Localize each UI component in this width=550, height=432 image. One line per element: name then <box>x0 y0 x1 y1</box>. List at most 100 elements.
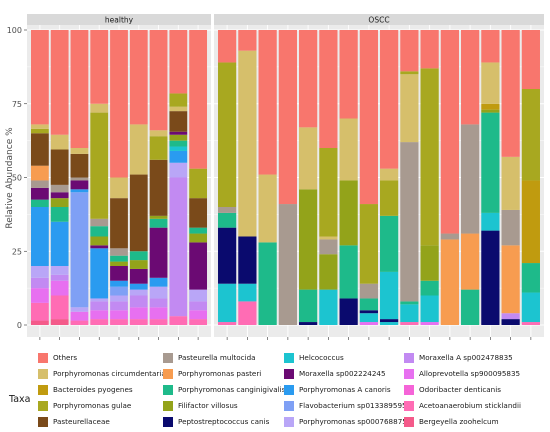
bar-segment <box>149 136 168 160</box>
bar-segment <box>30 207 49 266</box>
bar-segment <box>299 289 318 323</box>
legend-item: Pasteurellaceae <box>38 416 110 427</box>
bar-segment <box>461 289 480 325</box>
bar-segment <box>50 192 69 199</box>
bar-segment <box>110 261 128 266</box>
bar-segment <box>90 112 109 219</box>
bar-segment <box>169 131 188 135</box>
bar-segment <box>380 168 399 181</box>
legend-item: Moraxella A sp002478835 <box>404 352 513 363</box>
legend-label: Bacteroides pyogenes <box>53 385 133 394</box>
bar-segment <box>129 174 148 252</box>
bar-segment <box>129 295 148 308</box>
y-tick-label: 50 <box>12 174 22 183</box>
legend-item: Bergeyella zoohelcum <box>404 416 499 427</box>
bar-segment <box>30 199 49 207</box>
bar-segment <box>400 30 419 72</box>
legend-label: Moraxella sp002224245 <box>299 369 386 378</box>
bar-segment <box>30 288 49 303</box>
bar-segment <box>299 322 318 325</box>
bar-segment <box>420 295 439 323</box>
bar-segment <box>149 307 168 320</box>
bar-segment <box>149 277 168 287</box>
bar-segment <box>440 30 459 234</box>
legend-item: Porphyromonas A canoris <box>284 384 391 395</box>
bar-segment <box>30 30 49 125</box>
facet-strip-healthy <box>27 14 211 25</box>
bar-segment <box>319 236 338 240</box>
legend-label: Others <box>53 353 78 362</box>
bar-segment <box>359 298 378 311</box>
bar-segment <box>189 233 208 243</box>
bar-segment <box>169 150 188 163</box>
bar-segment <box>169 140 188 147</box>
bar-segment <box>420 322 439 325</box>
bar-segment <box>149 215 168 219</box>
legend-swatch <box>163 352 173 363</box>
bar-segment <box>278 204 297 325</box>
legend-swatch <box>404 384 414 395</box>
bar-segment <box>218 207 237 213</box>
legend-swatch <box>404 416 414 427</box>
legend-swatch <box>38 368 48 379</box>
bar-segment <box>50 184 69 193</box>
bar-segment <box>50 207 69 222</box>
bar-segment <box>319 148 338 237</box>
bar-segment <box>50 274 69 281</box>
bar-segment <box>481 212 500 231</box>
bar-segment <box>90 298 109 302</box>
bar-segment <box>30 165 49 181</box>
bar-segment <box>319 254 338 290</box>
legend-item: Others <box>38 352 77 363</box>
bar-segment <box>380 322 399 325</box>
bar-segment <box>238 50 257 237</box>
bar-segment <box>420 245 439 281</box>
y-tick-label: 100 <box>7 26 22 35</box>
legend-swatch <box>284 368 294 379</box>
bar-segment <box>169 93 188 107</box>
legend-item: Moraxella sp002224245 <box>284 368 386 379</box>
bar-segment <box>218 62 237 208</box>
bar-segment <box>50 30 69 135</box>
bar-segment <box>50 221 69 266</box>
bar-segment <box>90 248 109 299</box>
legend-label: Alloprevotella sp900095835 <box>419 369 521 378</box>
bar-segment <box>481 109 500 113</box>
legend-item: Acetoanaerobium sticklandii <box>404 400 521 411</box>
legend-swatch <box>163 384 173 395</box>
bar-segment <box>339 245 358 299</box>
bar-segment <box>70 180 89 190</box>
bar-segment <box>319 289 338 325</box>
bar-segment <box>521 263 540 293</box>
bar-segment <box>380 180 399 216</box>
bar-segment <box>501 319 520 325</box>
bar-segment <box>278 30 297 205</box>
facet-strip-oscc <box>214 14 544 25</box>
bar-segment <box>501 245 520 314</box>
bar-segment <box>440 239 459 325</box>
bar-segment <box>149 227 168 278</box>
bar-segment <box>339 298 358 325</box>
bar-segment <box>501 313 520 320</box>
legend-label: Pasteurella multocida <box>178 353 256 362</box>
bar-segment <box>189 310 208 320</box>
legend-swatch <box>404 400 414 411</box>
bar-segment <box>359 313 378 323</box>
legend-label: Moraxella A sp002478835 <box>419 353 513 362</box>
bar-segment <box>420 30 439 69</box>
legend-swatch <box>404 352 414 363</box>
legend-item: Porphyromonas gulae <box>38 400 131 411</box>
bar-segment <box>169 30 188 94</box>
legend-label: Porphyromonas canginigivalis <box>178 385 286 394</box>
bar-segment <box>359 204 378 284</box>
y-tick-label: 75 <box>12 100 22 109</box>
bar-segment <box>400 74 419 143</box>
bar-segment <box>501 30 520 157</box>
bar-segment <box>169 177 188 317</box>
bar-segment <box>521 322 540 325</box>
bar-segment <box>129 260 148 269</box>
bar-segment <box>258 30 277 175</box>
legend-label: Porphyromonas gulae <box>53 401 132 410</box>
legend-label: Odoribacter denticanis <box>419 385 501 394</box>
bar-segment <box>70 30 89 148</box>
